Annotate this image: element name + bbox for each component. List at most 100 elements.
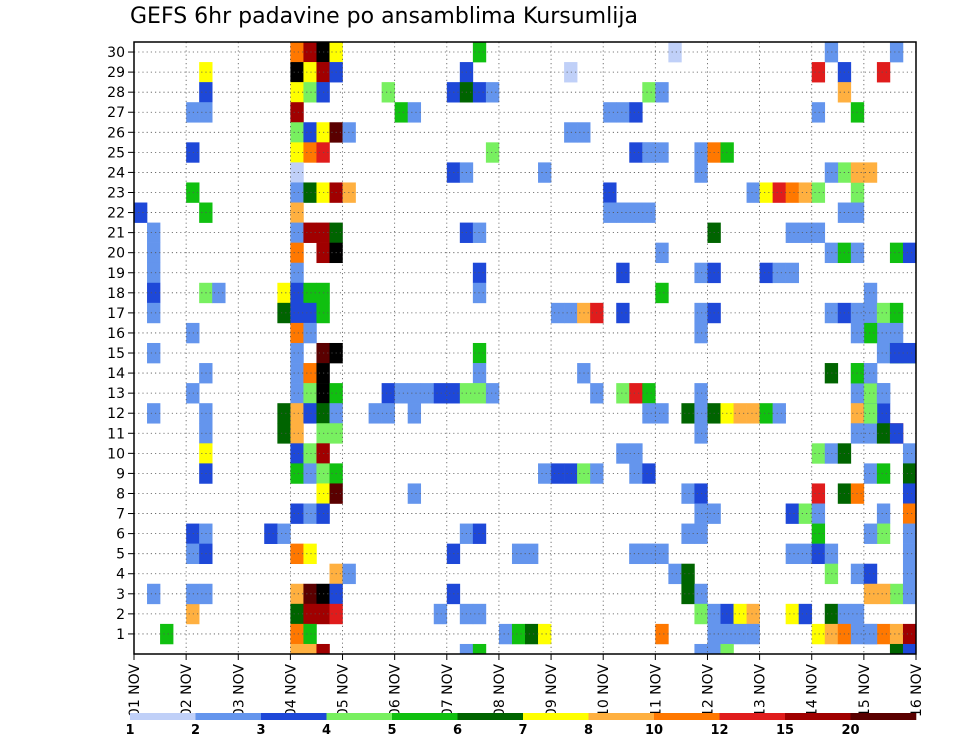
heatmap-cell (746, 182, 760, 203)
heatmap-cell (876, 583, 891, 605)
heatmap-cell (538, 463, 552, 484)
heatmap-cell (902, 503, 916, 524)
heatmap-cell (485, 142, 500, 163)
heatmap-cell (902, 623, 916, 645)
heatmap-cell (290, 443, 304, 464)
colorbar-label: 20 (841, 723, 859, 738)
heatmap-cell (303, 463, 317, 484)
heatmap-cell (616, 102, 630, 123)
heatmap-cell (303, 82, 317, 103)
y-tick-label: 24 (107, 165, 125, 181)
colorbar-label: 7 (518, 723, 527, 738)
colorbar-swatch (261, 713, 327, 720)
heatmap-cell (668, 563, 682, 585)
colorbar-swatch (850, 713, 917, 720)
heatmap-cell (681, 483, 695, 504)
heatmap-cell (290, 102, 304, 123)
heatmap-cell (811, 483, 826, 504)
heatmap-cell (459, 643, 474, 654)
y-tick-label: 9 (116, 466, 125, 482)
heatmap-cell (811, 503, 826, 524)
heatmap-cell (746, 403, 760, 424)
heatmap-cell (290, 583, 304, 605)
heatmap-cell (759, 403, 773, 424)
colorbar-label: 4 (322, 723, 331, 738)
y-tick-label: 27 (107, 105, 125, 121)
y-tick-label: 29 (107, 65, 125, 81)
colorbar-swatch (326, 713, 393, 720)
y-tick-label: 20 (107, 246, 125, 262)
heatmap-cell (538, 623, 552, 645)
heatmap-cell (420, 383, 435, 404)
heatmap-cell (733, 603, 747, 625)
chart-title: GEFS 6hr padavine po ansamblima Kursumli… (130, 4, 638, 29)
heatmap-cell (303, 302, 317, 324)
y-tick-label: 5 (116, 547, 125, 563)
colorbar-label: 2 (191, 723, 200, 738)
y-tick-label: 11 (107, 426, 125, 442)
heatmap-cell (290, 302, 304, 324)
y-tick-label: 14 (107, 366, 125, 382)
colorbar-swatch (195, 713, 262, 720)
heatmap-cell (290, 363, 304, 384)
colorbar-swatch (719, 713, 786, 720)
heatmap-cell (811, 62, 826, 83)
heatmap-cell (290, 42, 304, 63)
heatmap-cell (629, 202, 643, 223)
heatmap-cell (538, 162, 552, 183)
heatmap-cell (876, 342, 891, 364)
heatmap-cell (681, 403, 695, 424)
heatmap-cell (759, 262, 773, 284)
heatmap-cell (902, 443, 916, 464)
heatmap-cell (511, 623, 526, 645)
y-tick-label: 30 (107, 45, 125, 61)
colorbar-swatch (392, 713, 458, 720)
heatmap-cell (746, 603, 760, 625)
heatmap-cell (290, 202, 304, 223)
plot-frame (133, 41, 917, 655)
heatmap-cell (290, 262, 304, 284)
x-tick-label: 08 NOV (492, 664, 508, 718)
heatmap-cell (303, 142, 317, 163)
heatmap-cell (785, 222, 799, 243)
colorbar: 1 2 3 4 5 6 7 8 10 12 15 20 (125, 713, 917, 738)
heatmap-cell (798, 503, 813, 524)
heatmap-cell (603, 182, 617, 203)
heatmap-cell (876, 322, 891, 344)
heatmap-cell (186, 142, 200, 163)
heatmap-cell (811, 102, 826, 123)
heatmap-cell (616, 262, 630, 284)
heatmap-cell (811, 443, 826, 464)
y-tick-label: 4 (116, 567, 125, 583)
heatmap-cell (629, 102, 643, 123)
y-tick-label: 26 (107, 125, 125, 141)
heatmap-cell (525, 623, 539, 645)
colorbar-label: 12 (710, 723, 728, 738)
x-tick-label: 12 NOV (700, 664, 716, 718)
heatmap-cell (186, 523, 200, 544)
heatmap-cell (889, 583, 904, 605)
heatmap-cell (785, 182, 799, 203)
heatmap-cell (407, 403, 422, 424)
heatmap-cell (316, 643, 330, 654)
heatmap-cell (616, 202, 630, 223)
heatmap-cell (720, 643, 734, 654)
heatmap-cell (629, 443, 643, 464)
heatmap-cell (642, 202, 656, 223)
heatmap-cell (629, 463, 643, 484)
heatmap-cell (694, 643, 708, 654)
y-tick-label: 3 (116, 587, 125, 603)
heatmap-cell (785, 543, 799, 565)
heatmap-cell (811, 543, 826, 565)
heatmap-cell (863, 523, 878, 544)
heatmap-cell (863, 423, 878, 444)
heatmap-cell (811, 623, 826, 645)
heatmap-cell (290, 182, 304, 203)
heatmap-cell (186, 603, 200, 625)
y-tick-label: 25 (107, 145, 125, 161)
y-tick-label: 7 (116, 507, 125, 523)
heatmap-cell (863, 162, 878, 183)
heatmap-cell (876, 383, 891, 404)
heatmap-cell (681, 583, 695, 605)
